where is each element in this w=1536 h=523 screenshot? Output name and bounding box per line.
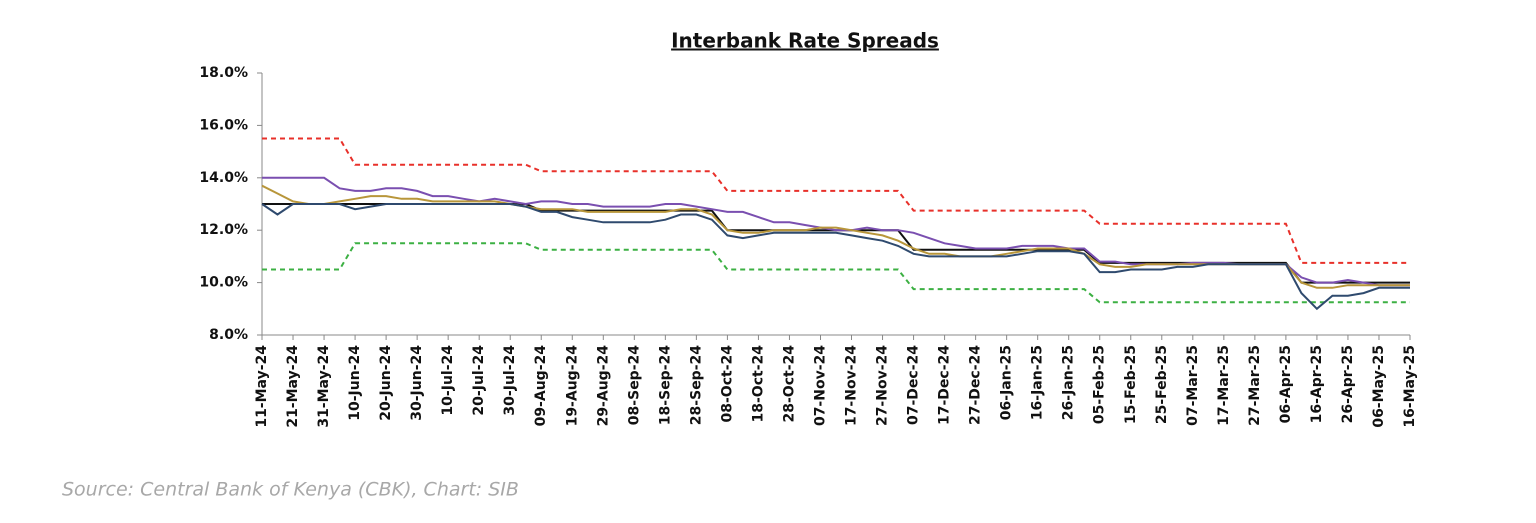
chart-title: Interbank Rate Spreads (671, 29, 939, 53)
y-tick-label: 12.0% (199, 222, 248, 238)
x-tick-label: 16-Apr-25 (1309, 345, 1325, 423)
x-tick-label: 09-Aug-24 (533, 345, 549, 427)
x-tick-label: 28-Oct-24 (781, 345, 797, 423)
x-tick-label: 26-Jan-25 (1061, 345, 1077, 420)
x-tick-label: 07-Nov-24 (812, 345, 828, 426)
x-tick-label: 17-Nov-24 (844, 345, 860, 426)
x-tick-label: 25-Feb-25 (1154, 345, 1170, 424)
x-tick-label: 30-Jul-24 (502, 345, 518, 416)
x-tick-label: 06-Jan-25 (999, 345, 1015, 420)
x-tick-label: 16-Jan-25 (1030, 345, 1046, 420)
x-tick-label: 15-Feb-25 (1123, 345, 1139, 424)
x-tick-label: 19-Aug-24 (564, 345, 580, 427)
x-tick-label: 06-May-25 (1371, 345, 1387, 428)
y-tick-label: 8.0% (209, 327, 248, 343)
rate-line (261, 203, 1410, 311)
x-tick-label: 06-Apr-25 (1278, 345, 1294, 423)
x-tick-label: 10-Jul-24 (440, 345, 456, 416)
rate-line (262, 203, 1410, 284)
y-tick-label: 10.0% (199, 275, 248, 291)
x-tick-label: 21-May-24 (285, 345, 301, 428)
x-tick-label: 26-Apr-25 (1340, 345, 1356, 423)
x-tick-label: 07-Dec-24 (906, 345, 922, 425)
x-tick-label: 20-Jul-24 (471, 345, 487, 416)
rate-line (262, 176, 1410, 287)
y-tick-label: 18.0% (199, 65, 248, 81)
x-tick-label: 30-Jun-24 (409, 345, 425, 421)
corridor-line (262, 242, 1410, 304)
x-tick-label: 28-Sep-24 (688, 345, 704, 425)
x-tick-label: 27-Nov-24 (875, 345, 891, 426)
x-tick-label: 18-Sep-24 (657, 345, 673, 425)
x-tick-label: 10-Jun-24 (347, 345, 363, 421)
x-tick-label: 08-Sep-24 (626, 345, 642, 425)
x-tick-label: 29-Aug-24 (595, 345, 611, 427)
x-tick-label: 08-Oct-24 (719, 345, 735, 423)
x-tick-label: 05-Feb-25 (1092, 345, 1108, 424)
y-tick-label: 14.0% (199, 170, 248, 186)
y-tick-label: 16.0% (199, 117, 248, 133)
x-tick-label: 07-Mar-25 (1185, 345, 1201, 426)
x-tick-label: 27-Dec-24 (968, 345, 984, 425)
x-tick-label: 18-Oct-24 (750, 345, 766, 423)
x-tick-label: 17-Dec-24 (937, 345, 953, 425)
x-tick-label: 31-May-24 (316, 345, 332, 428)
x-tick-label: 27-Mar-25 (1247, 345, 1263, 426)
rate-line (261, 184, 1410, 289)
x-tick-label: 17-Mar-25 (1216, 345, 1232, 426)
x-tick-label: 20-Jun-24 (378, 345, 394, 421)
x-tick-label: 16-May-25 (1402, 345, 1418, 428)
source-note: Source: Central Bank of Kenya (CBK), Cha… (62, 479, 519, 501)
x-tick-label: 11-May-24 (254, 345, 270, 428)
